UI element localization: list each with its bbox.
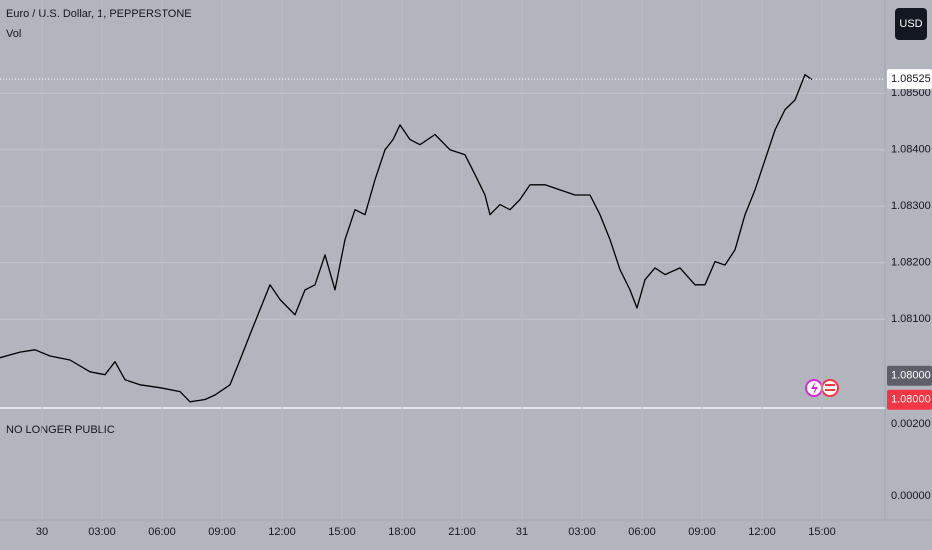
- lower-y-tick-label: 0.00200: [891, 418, 931, 430]
- currency-button[interactable]: USD: [895, 8, 927, 40]
- lightning-icon: [811, 382, 818, 395]
- x-tick-label: 15:00: [808, 526, 836, 538]
- y-tick-label: 1.08100: [891, 313, 931, 325]
- x-tick-label: 03:00: [88, 526, 116, 538]
- currency-label[interactable]: USD: [899, 18, 922, 30]
- x-tick-label: 18:00: [388, 526, 416, 538]
- x-tick-label: 30: [36, 526, 48, 538]
- pane-title: NO LONGER PUBLIC: [6, 424, 115, 436]
- y-tick-label: 1.08300: [891, 200, 931, 212]
- y-tick-label: 1.08200: [891, 257, 931, 269]
- y-tick-label: 1.08400: [891, 144, 931, 156]
- currency-button-bg[interactable]: [895, 8, 927, 40]
- price-label-box: [887, 365, 932, 386]
- y-tick-label: 1.08500: [891, 87, 931, 99]
- flag-stripe: [825, 389, 835, 391]
- price-label: 1.08525: [891, 73, 931, 85]
- x-tick-label: 31: [516, 526, 528, 538]
- price-label-box: [887, 389, 932, 410]
- x-tick-label: 06:00: [628, 526, 656, 538]
- price-label-box: [887, 69, 932, 90]
- x-tick-label: 21:00: [448, 526, 476, 538]
- x-tick-label: 03:00: [568, 526, 596, 538]
- lower-y-tick-label: 0.00000: [891, 490, 931, 502]
- x-tick-label: 12:00: [268, 526, 296, 538]
- x-tick-label: 06:00: [148, 526, 176, 538]
- indicator-label: Vol: [6, 28, 21, 40]
- x-tick-label: 09:00: [688, 526, 716, 538]
- x-tick-label: 12:00: [748, 526, 776, 538]
- price-label: 1.08000: [891, 370, 931, 382]
- price-label: 1.08000: [891, 394, 931, 406]
- x-tick-label: 15:00: [328, 526, 356, 538]
- flag-icon[interactable]: [821, 379, 839, 397]
- price-line: [0, 73, 813, 403]
- chart-title: Euro / U.S. Dollar, 1, PEPPERSTONE: [6, 8, 192, 20]
- x-tick-label: 09:00: [208, 526, 236, 538]
- flag-stripe: [825, 384, 835, 386]
